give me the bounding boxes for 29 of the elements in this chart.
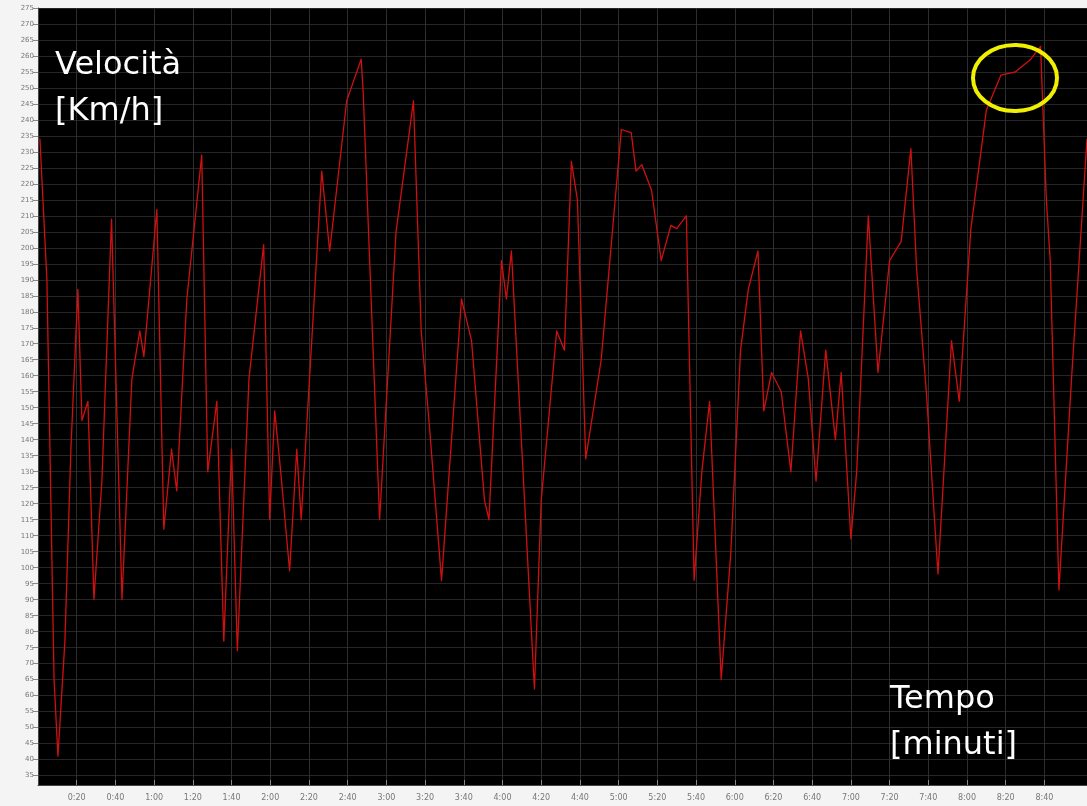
x-tick-label: 7:40 [919, 792, 938, 802]
x-tick-label: 2:00 [261, 792, 280, 802]
x-tick-label: 6:00 [725, 792, 744, 802]
x-tick-label: 5:20 [648, 792, 667, 802]
x-tick-label: 5:40 [687, 792, 706, 802]
x-tick-label: 2:40 [338, 792, 357, 802]
x-tick-label: 3:00 [377, 792, 396, 802]
x-tick-label: 1:20 [183, 792, 202, 802]
x-tick-label: 1:40 [222, 792, 241, 802]
x-tick-label: 3:40 [454, 792, 473, 802]
x-tick-label: 0:20 [67, 792, 86, 802]
x-tick-label: 8:40 [1035, 792, 1054, 802]
x-tick-label: 0:40 [106, 792, 125, 802]
x-axis-title: Tempo [minuti] [888, 678, 1017, 762]
x-tick-label: 6:40 [803, 792, 822, 802]
x-tick-label: 4:40 [570, 792, 589, 802]
line-series [39, 45, 1087, 757]
x-tick-label: 4:00 [493, 792, 512, 802]
x-tick-label: 8:20 [996, 792, 1015, 802]
x-tick-label: 7:20 [880, 792, 899, 802]
x-tick-label: 2:20 [299, 792, 318, 802]
x-tick-label: 3:20 [416, 792, 435, 802]
x-tick-label: 5:00 [609, 792, 628, 802]
x-tick-label: 8:00 [958, 792, 976, 802]
y-axis-title: Velocità [Km/h] [55, 44, 182, 128]
x-tick-label: 7:00 [841, 792, 860, 802]
x-tick-label: 1:00 [145, 792, 164, 802]
x-tick-label: 6:20 [764, 792, 783, 802]
x-tick-label: 4:20 [532, 792, 551, 802]
